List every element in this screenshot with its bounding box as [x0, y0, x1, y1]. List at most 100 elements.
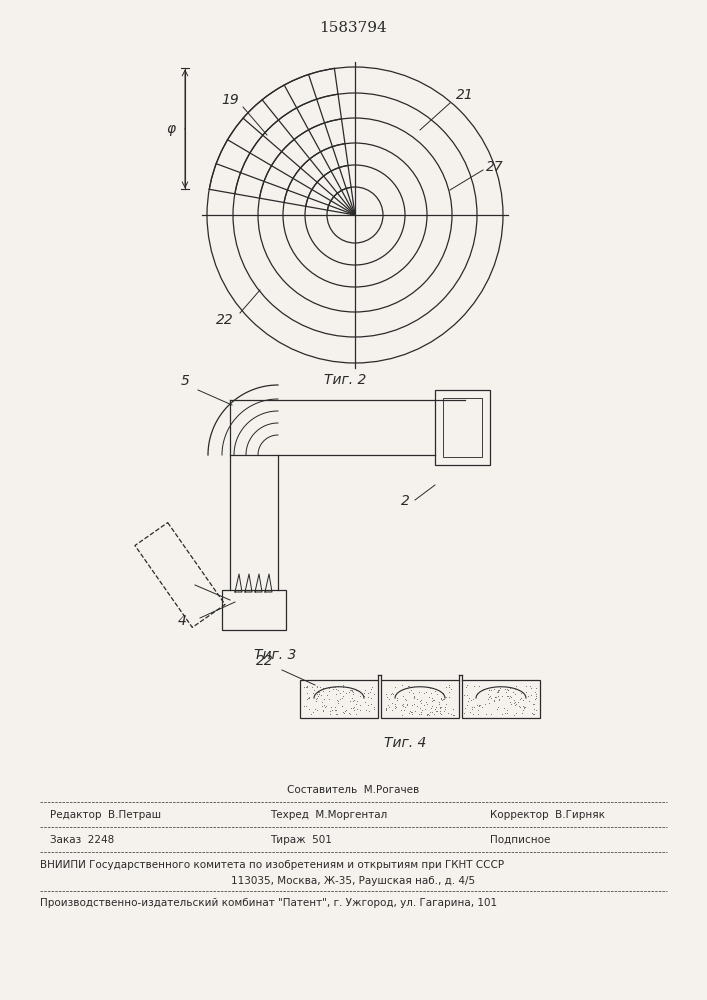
- Point: [530, 702, 542, 718]
- Point: [448, 707, 460, 723]
- Point: [530, 691, 541, 707]
- Point: [504, 688, 515, 704]
- Point: [407, 685, 419, 701]
- Point: [359, 682, 370, 698]
- Point: [477, 699, 488, 715]
- Point: [491, 701, 503, 717]
- Point: [402, 678, 414, 694]
- Point: [481, 706, 492, 722]
- Point: [527, 696, 539, 712]
- Point: [332, 692, 343, 708]
- Point: [390, 679, 401, 695]
- Point: [329, 679, 340, 695]
- Point: [312, 688, 324, 704]
- Point: [363, 685, 374, 701]
- Point: [440, 701, 451, 717]
- Text: Производственно-издательский комбинат "Патент", г. Ужгород, ул. Гагарина, 101: Производственно-издательский комбинат "П…: [40, 898, 497, 908]
- Point: [496, 706, 507, 722]
- Point: [330, 686, 341, 702]
- Point: [424, 680, 436, 696]
- Point: [363, 689, 374, 705]
- Point: [392, 692, 403, 708]
- Text: ВНИИПИ Государственного комитета по изобретениям и открытиям при ГКНТ СССР: ВНИИПИ Государственного комитета по изоб…: [40, 860, 504, 870]
- Point: [323, 680, 334, 696]
- Point: [443, 679, 455, 695]
- Point: [518, 699, 530, 715]
- Point: [438, 703, 450, 719]
- Text: 2: 2: [401, 494, 409, 508]
- Point: [472, 697, 483, 713]
- Point: [334, 691, 346, 707]
- Point: [505, 680, 516, 696]
- Point: [440, 699, 451, 715]
- Point: [426, 698, 438, 714]
- Point: [464, 704, 476, 720]
- Text: Τиг. 3: Τиг. 3: [254, 648, 296, 662]
- Point: [520, 699, 531, 715]
- Point: [302, 691, 313, 707]
- Point: [478, 681, 489, 697]
- Point: [531, 688, 542, 704]
- Point: [443, 689, 455, 705]
- Point: [422, 706, 433, 722]
- Point: [433, 696, 444, 712]
- Point: [331, 706, 342, 722]
- Point: [398, 702, 409, 718]
- Point: [459, 687, 470, 703]
- Point: [358, 685, 370, 701]
- Point: [367, 679, 378, 695]
- Point: [444, 677, 455, 693]
- Point: [317, 702, 328, 718]
- Point: [368, 686, 380, 702]
- Point: [498, 700, 509, 716]
- Point: [310, 693, 322, 709]
- Point: [344, 682, 356, 698]
- Point: [323, 683, 334, 699]
- Point: [403, 678, 414, 694]
- Point: [530, 680, 542, 696]
- Point: [438, 691, 449, 707]
- Point: [337, 698, 348, 714]
- Point: [440, 679, 452, 695]
- Point: [489, 692, 500, 708]
- Text: 113035, Москва, Ж-35, Раушская наб., д. 4/5: 113035, Москва, Ж-35, Раушская наб., д. …: [231, 876, 475, 886]
- Point: [510, 686, 521, 702]
- Point: [503, 688, 514, 704]
- Point: [493, 682, 505, 698]
- Point: [493, 678, 505, 694]
- Point: [473, 678, 484, 694]
- Point: [467, 706, 479, 722]
- Point: [298, 679, 310, 695]
- Text: 27: 27: [486, 160, 504, 174]
- Point: [501, 702, 513, 718]
- Point: [368, 701, 380, 717]
- Point: [435, 700, 446, 716]
- Point: [382, 697, 394, 713]
- Text: Τиг. 2: Τиг. 2: [324, 373, 366, 387]
- Point: [404, 684, 415, 700]
- Point: [489, 681, 500, 697]
- Text: 21: 21: [456, 88, 474, 102]
- Point: [405, 703, 416, 719]
- Point: [327, 679, 339, 695]
- Point: [466, 699, 477, 715]
- Point: [431, 703, 443, 719]
- Point: [461, 697, 472, 713]
- Point: [384, 699, 395, 715]
- Point: [522, 688, 534, 704]
- Text: 4: 4: [177, 614, 187, 628]
- Point: [432, 686, 443, 702]
- Point: [421, 707, 432, 723]
- Point: [426, 685, 437, 701]
- Point: [318, 691, 329, 707]
- Point: [384, 691, 395, 707]
- Point: [508, 695, 520, 711]
- Text: 19: 19: [221, 93, 239, 107]
- Point: [503, 682, 514, 698]
- Point: [405, 679, 416, 695]
- Point: [354, 702, 366, 718]
- Point: [515, 690, 526, 706]
- Point: [421, 696, 433, 712]
- Point: [493, 699, 504, 715]
- Point: [339, 705, 350, 721]
